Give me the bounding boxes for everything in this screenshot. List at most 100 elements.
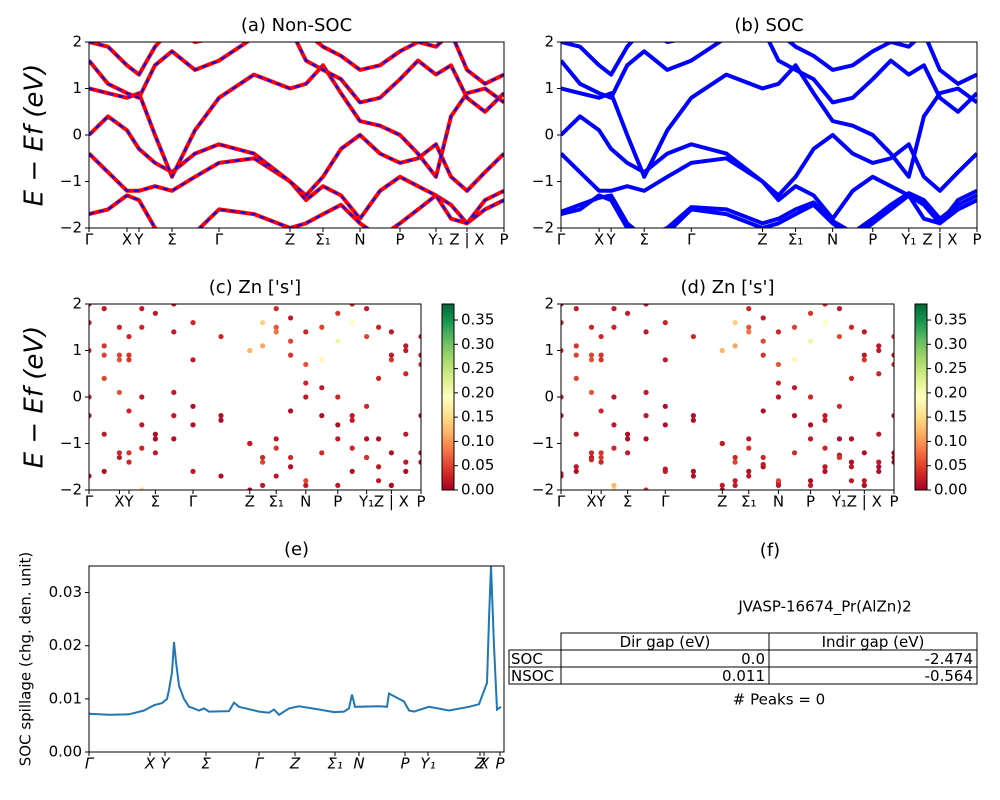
point [643, 304, 649, 307]
point [848, 436, 855, 442]
colorbar-tick-label: 0.25 [461, 359, 494, 377]
point [573, 352, 579, 358]
point [126, 352, 132, 358]
point [273, 329, 279, 335]
point [848, 324, 855, 330]
x-tick-label: Γ [557, 493, 566, 511]
point [861, 478, 867, 484]
panel-title: (a) Non-SOC [241, 15, 352, 36]
point [349, 468, 355, 474]
band-line [561, 191, 977, 228]
point [171, 413, 177, 419]
x-tick-label: P [972, 231, 981, 249]
point [376, 324, 382, 330]
point [376, 478, 382, 484]
colorbar-tick-label: 0.20 [461, 383, 494, 401]
point [288, 315, 294, 321]
point [319, 497, 324, 502]
point [116, 352, 122, 358]
point [588, 457, 595, 463]
band-line [89, 194, 504, 228]
point [643, 329, 649, 335]
point [573, 343, 579, 349]
point [760, 352, 766, 358]
x-tick-label: P [806, 493, 815, 511]
point [388, 329, 394, 335]
x-tick-label: Y₁ [358, 493, 374, 511]
point [335, 338, 341, 344]
y-tick-label: 1 [544, 79, 554, 97]
colorbar-tick-label: 0.15 [934, 408, 967, 426]
point [349, 320, 355, 326]
band-line [561, 42, 977, 86]
y-tick-label: −2 [60, 481, 82, 499]
point [746, 324, 752, 330]
point [260, 454, 266, 461]
colorbar-tick-label: 0.00 [934, 481, 967, 499]
x-tick-label: Γ [215, 231, 224, 249]
colorbar-tick-label: 0.00 [461, 481, 494, 499]
point [625, 450, 631, 456]
point [822, 445, 828, 451]
point [403, 459, 409, 465]
point [611, 445, 617, 451]
x-tick-label: Σ [623, 493, 632, 511]
x-tick-label: Z | X [449, 231, 484, 249]
point [116, 450, 122, 456]
panel-title: (b) SOC [734, 15, 803, 36]
y-tick-label: 0.03 [49, 583, 82, 601]
point [101, 306, 107, 312]
point [775, 380, 782, 386]
point [836, 306, 843, 312]
point [598, 450, 604, 456]
point [418, 333, 421, 340]
point [848, 464, 855, 470]
point [662, 357, 668, 363]
point [891, 361, 894, 368]
point [791, 357, 798, 363]
colorbar-tick-label: 0.30 [934, 335, 967, 353]
y-tick-label: 0.00 [49, 743, 82, 761]
x-tick-label: P [333, 493, 342, 511]
point [260, 482, 266, 488]
x-tick-label: P [495, 755, 505, 773]
point [760, 408, 766, 414]
colorbar-tick-label: 0.25 [934, 359, 967, 377]
x-tick-label: Y [606, 231, 617, 249]
y-tick-label: 1 [544, 341, 554, 359]
point [876, 468, 882, 474]
colorbar-tick-label: 0.05 [934, 456, 967, 474]
point [349, 413, 355, 419]
point [260, 320, 266, 326]
bands [561, 42, 977, 228]
x-tick-label: Z | X [374, 493, 409, 511]
column-header: Indir gap (eV) [822, 633, 925, 651]
table-title: JVASP-16674_Pr(AlZn)2 [737, 598, 911, 617]
point [376, 375, 382, 381]
point [643, 413, 649, 419]
point [625, 436, 631, 442]
point [662, 466, 668, 472]
point [126, 408, 132, 414]
point [89, 394, 92, 400]
y-tick-label: 0 [72, 388, 82, 406]
point [288, 352, 294, 358]
colorbar-tick-label: 0.35 [934, 311, 967, 329]
x-tick-label: N [354, 231, 365, 249]
panel-title: (e) [284, 539, 309, 560]
point [891, 413, 894, 419]
point [690, 473, 696, 479]
panel-title: (f) [760, 540, 780, 561]
point [598, 408, 604, 414]
point [260, 459, 266, 465]
point [611, 306, 617, 312]
point [418, 459, 421, 465]
x-tick-label: Γ [85, 231, 94, 249]
point [891, 454, 894, 461]
point [732, 343, 738, 349]
point [822, 468, 828, 474]
point [573, 464, 579, 470]
point [891, 450, 894, 456]
x-tick-label: Y₁ [420, 755, 435, 773]
x-tick-label: Σ [151, 493, 160, 511]
